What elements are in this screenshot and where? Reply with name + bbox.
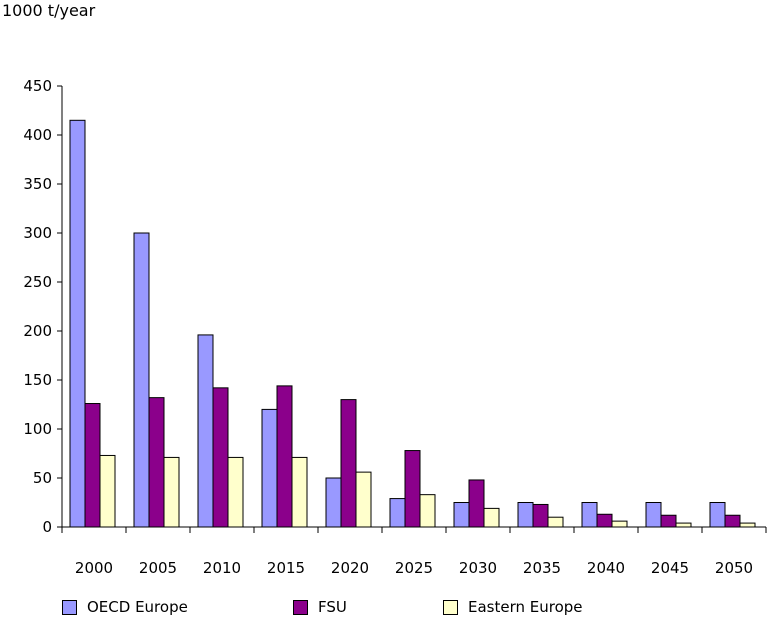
- legend-label-eastern-europe: Eastern Europe: [468, 598, 583, 616]
- bar-fsu-2030: [468, 479, 485, 528]
- bar-fsu-2020: [340, 399, 357, 528]
- bar-fsu-2000: [84, 403, 101, 528]
- x-tick-label-2030: 2030: [459, 559, 497, 577]
- bar-oecd-europe-2045: [645, 502, 662, 528]
- bar-eastern-europe-2035: [547, 516, 564, 528]
- bar-fsu-2050: [724, 514, 741, 528]
- bar-oecd-europe-2040: [581, 502, 598, 528]
- x-tick-label-2000: 2000: [75, 559, 113, 577]
- legend-swatch-oecd-europe: [62, 599, 77, 615]
- y-tick-label-200: 200: [23, 322, 52, 340]
- bar-oecd-europe-2035: [517, 502, 534, 528]
- x-tick-label-2035: 2035: [523, 559, 561, 577]
- bar-oecd-europe-2025: [389, 498, 406, 528]
- bar-oecd-europe-2015: [261, 408, 278, 528]
- bar-oecd-europe-2050: [709, 502, 726, 528]
- legend-item-oecd-europe: OECD Europe: [62, 598, 188, 616]
- bar-eastern-europe-2015: [291, 456, 308, 528]
- bar-fsu-2005: [148, 397, 165, 528]
- x-tick-label-2010: 2010: [203, 559, 241, 577]
- y-tick-label-50: 50: [33, 469, 52, 487]
- bar-oecd-europe-2000: [69, 119, 86, 528]
- legend: OECD Europe FSU Eastern Europe: [0, 598, 768, 620]
- y-tick-label-400: 400: [23, 126, 52, 144]
- legend-item-eastern-europe: Eastern Europe: [443, 598, 583, 616]
- legend-label-oecd-europe: OECD Europe: [87, 598, 188, 616]
- y-tick-label-350: 350: [23, 175, 52, 193]
- bar-fsu-2015: [276, 385, 293, 528]
- legend-swatch-fsu: [293, 599, 308, 615]
- y-tick-label-450: 450: [23, 77, 52, 95]
- bar-oecd-europe-2005: [133, 232, 150, 528]
- bar-eastern-europe-2030: [483, 507, 500, 528]
- bar-oecd-europe-2010: [197, 334, 214, 528]
- y-tick-label-0: 0: [42, 518, 52, 536]
- y-tick-label-150: 150: [23, 371, 52, 389]
- bar-fsu-2045: [660, 514, 677, 528]
- y-tick-label-100: 100: [23, 420, 52, 438]
- bar-eastern-europe-2025: [419, 494, 436, 528]
- x-tick-label-2050: 2050: [715, 559, 753, 577]
- legend-swatch-eastern-europe: [443, 599, 458, 615]
- bar-oecd-europe-2030: [453, 502, 470, 528]
- x-tick-label-2015: 2015: [267, 559, 305, 577]
- bar-eastern-europe-2045: [675, 522, 692, 528]
- x-tick-label-2020: 2020: [331, 559, 369, 577]
- legend-label-fsu: FSU: [318, 598, 347, 616]
- bar-fsu-2025: [404, 450, 421, 528]
- bar-eastern-europe-2010: [227, 456, 244, 528]
- bar-oecd-europe-2020: [325, 477, 342, 528]
- x-tick-label-2005: 2005: [139, 559, 177, 577]
- bar-eastern-europe-2005: [163, 456, 180, 528]
- bar-fsu-2035: [532, 503, 549, 528]
- y-tick-label-300: 300: [23, 224, 52, 242]
- bar-fsu-2010: [212, 387, 229, 528]
- legend-item-fsu: FSU: [293, 598, 347, 616]
- bar-fsu-2040: [596, 513, 613, 528]
- bar-eastern-europe-2040: [611, 520, 628, 528]
- y-tick-label-250: 250: [23, 273, 52, 291]
- y-axis-unit-label: 1000 t/year: [2, 1, 96, 20]
- bar-eastern-europe-2050: [739, 522, 756, 528]
- x-tick-label-2040: 2040: [587, 559, 625, 577]
- bar-eastern-europe-2000: [99, 454, 116, 528]
- x-tick-label-2045: 2045: [651, 559, 689, 577]
- bar-eastern-europe-2020: [355, 471, 372, 528]
- x-tick-label-2025: 2025: [395, 559, 433, 577]
